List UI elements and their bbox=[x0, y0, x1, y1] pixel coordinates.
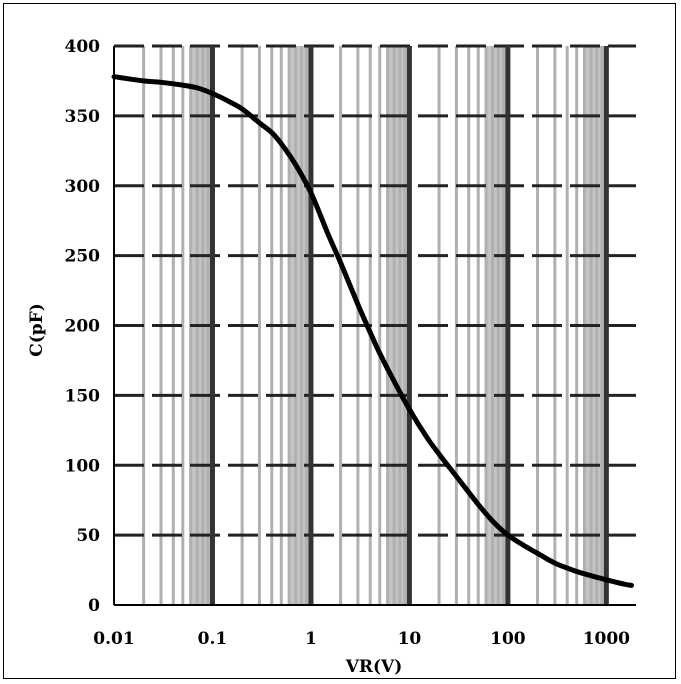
y-tick-label: 50 bbox=[76, 526, 100, 546]
y-tick-label: 300 bbox=[65, 177, 101, 197]
axes bbox=[113, 46, 636, 606]
y-tick-label: 150 bbox=[65, 386, 101, 406]
y-tick-label: 0 bbox=[88, 596, 100, 616]
x-tick-label: 1 bbox=[305, 629, 317, 649]
x-tick-label: 1000 bbox=[583, 629, 630, 649]
major-gridlines bbox=[209, 46, 609, 605]
x-axis-label: VR(V) bbox=[345, 657, 403, 677]
x-tick-label: 0.01 bbox=[93, 629, 134, 649]
y-tick-label: 350 bbox=[65, 107, 101, 127]
y-tick-label: 200 bbox=[65, 317, 101, 337]
series-curve bbox=[111, 74, 634, 588]
x-tick-label: 0.1 bbox=[198, 629, 228, 649]
chart-frame: 0.01 0.1 1 10 100 1000 0 50 100 150 200 250 300 350 4… bbox=[3, 3, 676, 679]
y-tick-label: 400 bbox=[65, 37, 101, 57]
y-axis-label: C(pF) bbox=[27, 303, 47, 357]
x-tick-label: 100 bbox=[490, 629, 526, 649]
y-tick-label: 250 bbox=[65, 247, 101, 267]
horizontal-gridlines bbox=[114, 44, 636, 537]
y-tick-label: 100 bbox=[65, 456, 101, 476]
capacitance-chart: 0.01 0.1 1 10 100 1000 0 50 100 150 200 250 300 350 4… bbox=[27, 37, 636, 677]
series-line bbox=[111, 74, 634, 588]
x-tick-labels: 0.01 0.1 1 10 100 1000 bbox=[93, 629, 630, 649]
x-tick-label: 10 bbox=[398, 629, 422, 649]
y-tick-labels: 0 50 100 150 200 250 300 350 400 bbox=[65, 37, 101, 616]
